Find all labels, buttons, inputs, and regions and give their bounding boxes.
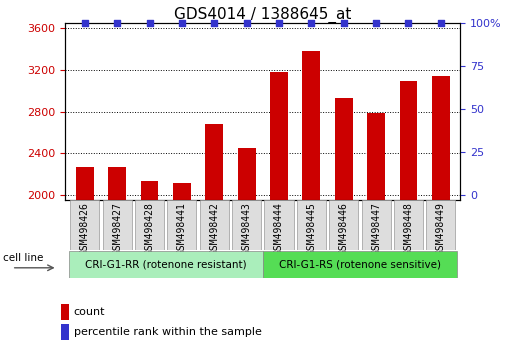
Text: percentile rank within the sample: percentile rank within the sample bbox=[74, 327, 262, 337]
Text: GSM498427: GSM498427 bbox=[112, 202, 122, 255]
Bar bbox=[335, 98, 353, 354]
Point bbox=[113, 20, 121, 26]
FancyBboxPatch shape bbox=[200, 200, 229, 250]
Bar bbox=[400, 81, 417, 354]
FancyBboxPatch shape bbox=[361, 200, 391, 250]
Text: GSM498442: GSM498442 bbox=[209, 202, 219, 255]
Point bbox=[243, 20, 251, 26]
Bar bbox=[432, 76, 450, 354]
Bar bbox=[238, 148, 256, 354]
FancyBboxPatch shape bbox=[394, 200, 423, 250]
Point bbox=[210, 20, 219, 26]
Point bbox=[81, 20, 89, 26]
Text: GSM498445: GSM498445 bbox=[306, 202, 316, 255]
Text: GSM498449: GSM498449 bbox=[436, 202, 446, 255]
Text: GSM498426: GSM498426 bbox=[80, 202, 90, 255]
Bar bbox=[141, 181, 158, 354]
Text: GSM498447: GSM498447 bbox=[371, 202, 381, 255]
Point bbox=[307, 20, 315, 26]
Title: GDS4014 / 1388645_at: GDS4014 / 1388645_at bbox=[174, 7, 351, 23]
FancyBboxPatch shape bbox=[167, 200, 197, 250]
Bar bbox=[173, 183, 191, 354]
FancyBboxPatch shape bbox=[265, 200, 293, 250]
Bar bbox=[270, 72, 288, 354]
FancyBboxPatch shape bbox=[263, 251, 457, 278]
FancyBboxPatch shape bbox=[232, 200, 261, 250]
Point bbox=[437, 20, 445, 26]
FancyBboxPatch shape bbox=[69, 251, 263, 278]
FancyBboxPatch shape bbox=[426, 200, 456, 250]
Bar bbox=[61, 324, 69, 340]
Text: GSM498446: GSM498446 bbox=[339, 202, 349, 255]
Text: CRI-G1-RS (rotenone sensitive): CRI-G1-RS (rotenone sensitive) bbox=[279, 259, 441, 270]
Text: GSM498448: GSM498448 bbox=[403, 202, 414, 255]
Text: GSM498444: GSM498444 bbox=[274, 202, 284, 255]
Bar bbox=[367, 113, 385, 354]
Bar bbox=[302, 51, 320, 354]
Point bbox=[275, 20, 283, 26]
Bar bbox=[206, 124, 223, 354]
Point bbox=[372, 20, 380, 26]
FancyBboxPatch shape bbox=[70, 200, 99, 250]
Bar bbox=[108, 167, 126, 354]
Text: cell line: cell line bbox=[3, 253, 43, 263]
Point bbox=[339, 20, 348, 26]
Point bbox=[178, 20, 186, 26]
Bar bbox=[61, 304, 69, 320]
FancyBboxPatch shape bbox=[103, 200, 132, 250]
FancyBboxPatch shape bbox=[135, 200, 164, 250]
FancyBboxPatch shape bbox=[297, 200, 326, 250]
Point bbox=[404, 20, 413, 26]
Text: count: count bbox=[74, 307, 105, 317]
FancyBboxPatch shape bbox=[329, 200, 358, 250]
Text: GSM498441: GSM498441 bbox=[177, 202, 187, 255]
Point bbox=[145, 20, 154, 26]
Bar bbox=[76, 167, 94, 354]
Text: GSM498443: GSM498443 bbox=[242, 202, 252, 255]
Text: GSM498428: GSM498428 bbox=[144, 202, 154, 255]
Text: CRI-G1-RR (rotenone resistant): CRI-G1-RR (rotenone resistant) bbox=[85, 259, 246, 270]
